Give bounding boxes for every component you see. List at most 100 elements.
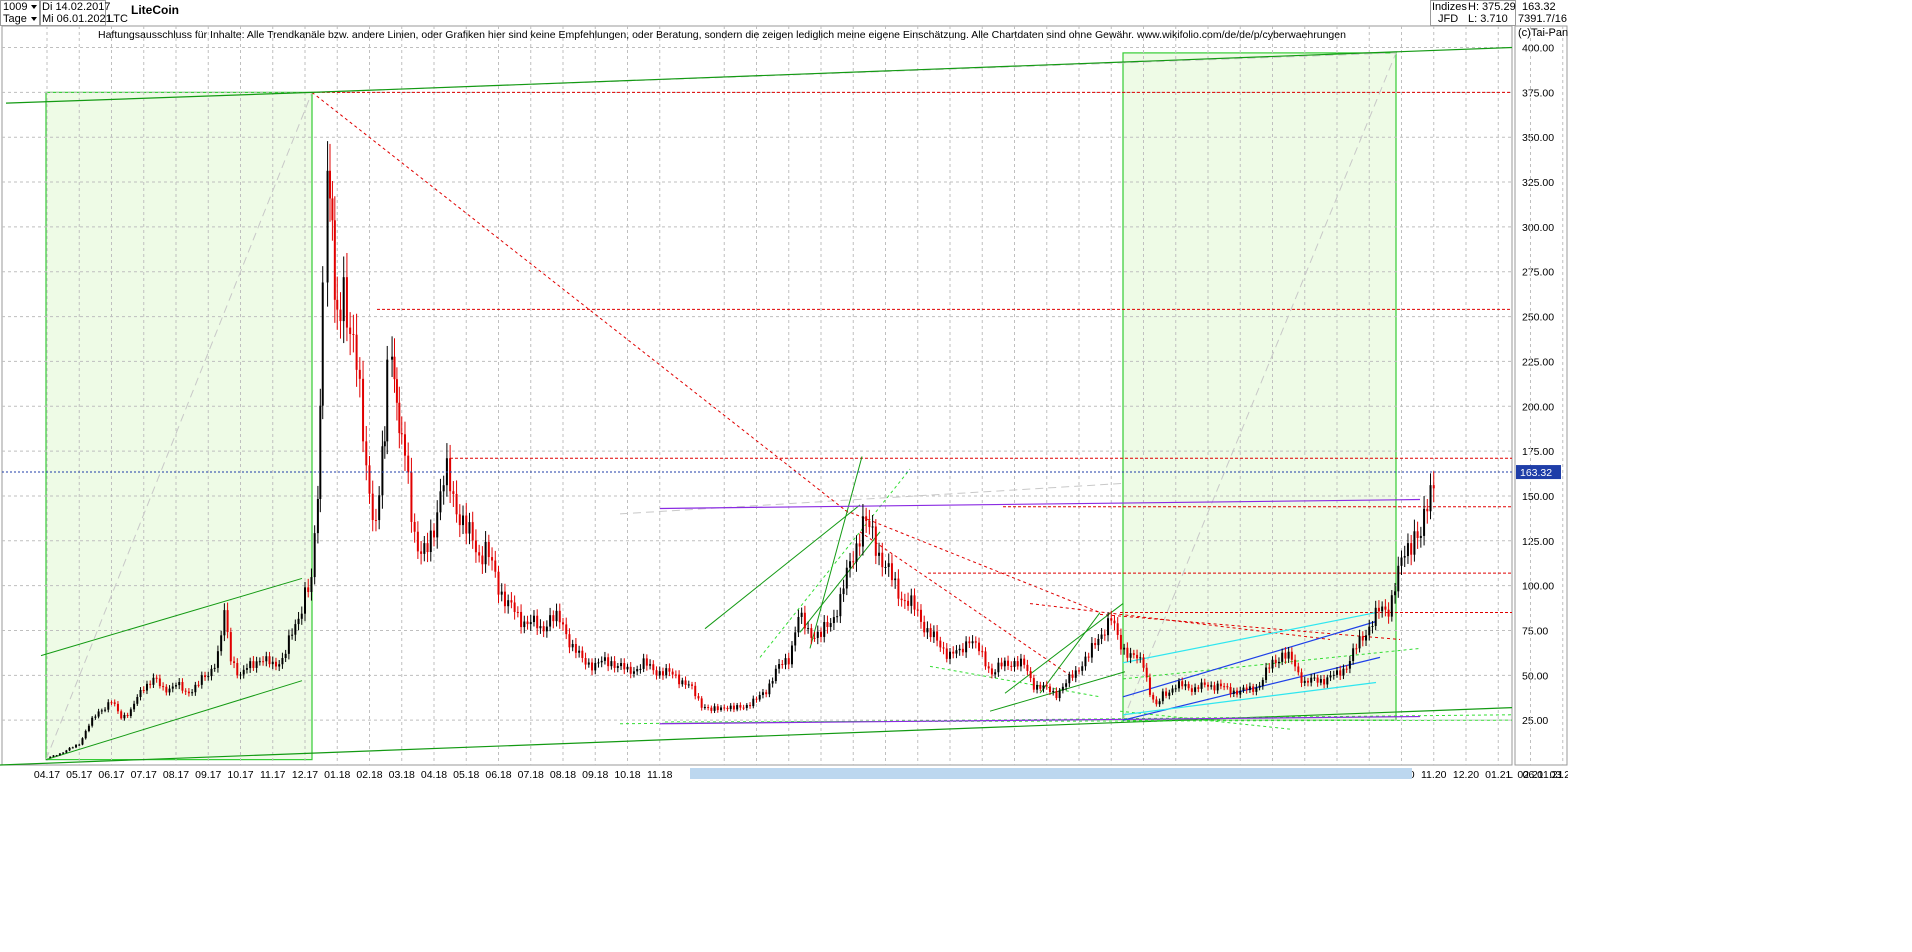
y-tick-label: 400.00 [1522,43,1554,55]
candle-body [216,651,219,668]
candle-body [623,663,626,670]
candle-body [526,621,529,625]
candle-body [610,661,613,667]
x-tick-label: 11.20 [1421,769,1447,781]
candle-body [104,709,107,711]
candle-body [716,706,719,711]
candle-body [884,566,887,568]
low-label: L: 3.710 [1468,13,1508,25]
candle-body [484,541,487,565]
candle-body [165,686,168,693]
last-value: 163.32 [1522,1,1556,13]
interval-dropdown-icon[interactable] [31,17,37,21]
candle-body [1032,678,1035,690]
candle-body [855,543,858,563]
candle-body [984,651,987,667]
candle-body [255,661,258,668]
candle-body [1365,635,1368,641]
candle-body [1290,651,1293,660]
candle-body [974,641,977,643]
candle-body [626,666,629,670]
candle-body [1048,686,1051,693]
candle-body [1226,686,1229,688]
candle-body [665,668,668,676]
candle-body [442,485,445,492]
x-tick-label: 07.18 [518,769,544,781]
candle-body [316,499,319,534]
candle-body [139,690,142,698]
candle-body [1203,682,1206,685]
y-tick-label: 250.00 [1522,312,1554,324]
y-tick-label: 200.00 [1522,401,1554,413]
candle-body [113,702,116,704]
candle-body [813,637,816,639]
candle-body [381,446,384,496]
candle-body [636,669,639,672]
candle-body [997,662,1000,673]
candle-body [1277,661,1280,664]
candle-body [771,681,774,684]
candle-body [136,697,139,704]
candle-body [803,612,806,629]
y-axis-panel [1514,25,1568,766]
x-tick-label: 04.18 [421,769,447,781]
candle-body [629,666,632,674]
x-tick-label: 01.18 [324,769,350,781]
x-tick-label: 02.21 [1517,769,1543,781]
candle-body [1113,620,1116,624]
candle-body [1142,657,1145,668]
period-count-dropdown-icon[interactable] [31,5,37,9]
candle-body [929,628,932,638]
candle-body [1368,626,1371,636]
candle-body [171,686,174,689]
candle-body [1426,508,1429,512]
green-trend-line [989,671,1126,712]
candle-body [333,220,336,300]
candle-body [839,594,842,617]
candle-body [1319,679,1322,683]
candle-body [65,750,68,753]
candle-body [600,660,603,663]
candle-body [1126,647,1129,658]
candle-body [936,631,939,641]
green-trend-line [5,91,313,104]
candle-body [1148,677,1151,695]
candle-body [162,686,165,688]
candle-body [1390,595,1393,617]
x-tick-label: 09.18 [582,769,608,781]
candle-body [784,658,787,665]
candle-body [874,526,877,556]
candle-body [55,755,58,757]
candle-body [903,600,906,602]
x-tick-label: 05.17 [66,769,92,781]
green-trend-line [45,680,303,761]
y-tick-label: 350.00 [1522,132,1554,144]
candle-body [97,711,100,717]
green-dotted-line [619,714,1513,725]
candle-body [426,543,429,553]
candle-body [433,530,435,538]
candle-body [213,667,216,669]
candle-body [58,753,61,756]
candle-body [178,682,181,686]
candle-body [1381,606,1384,612]
candle-body [120,711,123,719]
candle-body [1352,648,1355,662]
interval-select[interactable]: Tage [3,13,27,25]
candle-body [1265,667,1268,680]
green-trend-line [809,456,863,649]
candle-body [1107,618,1110,636]
period-count-box[interactable] [0,0,40,26]
candle-body [752,698,755,707]
candle-body [1403,556,1406,558]
candle-body [836,616,839,618]
candle-body [658,671,661,676]
candle-body [471,522,474,541]
candle-body [652,664,655,671]
candle-body [1036,684,1039,690]
candle-body [345,277,348,328]
y-tick-label: 150.00 [1522,491,1554,503]
candle-body [494,560,497,572]
date-range-box[interactable] [40,0,106,26]
candle-body [1119,634,1122,650]
